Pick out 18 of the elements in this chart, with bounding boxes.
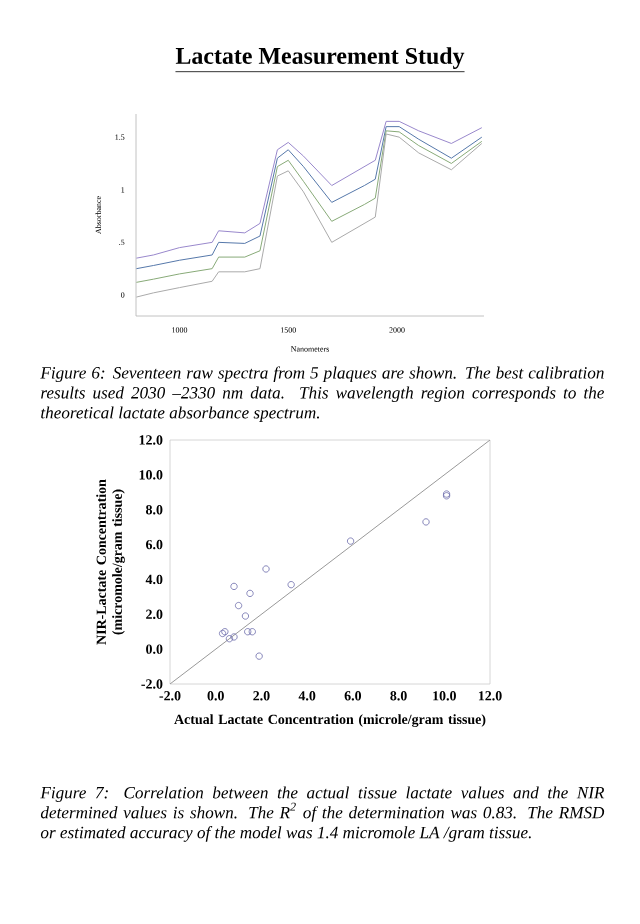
point: [230, 582, 238, 590]
caption: Figure 7: Correlation between the actual tissue lactate values and the NIR determined values is shown. The R$^{2}$ of the determination was 0.83. The RMSD or estimated accuracy of the model was 1.4 micromole LA /gram tissue.: [40, 786, 605, 842]
point: [287, 581, 295, 589]
point: [248, 628, 256, 636]
point: [246, 589, 254, 597]
point: [234, 601, 243, 610]
point: [221, 628, 229, 636]
point: [346, 537, 355, 545]
point: [225, 635, 234, 643]
point: [218, 629, 227, 638]
point: [241, 612, 250, 620]
caption: Figure 6: Seventeen raw spectra from 5 plaques are shown. The best calibration results used 2030 –2330 nm data. This wavelength region corresponds to the theoretical lactate absorbance spectrum.: [40, 366, 605, 422]
point: [262, 565, 270, 573]
point: [244, 628, 252, 636]
point: [255, 652, 263, 660]
point: [422, 518, 430, 526]
chart-title: Lactate Measurement Study: [175, 47, 465, 69]
point: [230, 633, 238, 641]
